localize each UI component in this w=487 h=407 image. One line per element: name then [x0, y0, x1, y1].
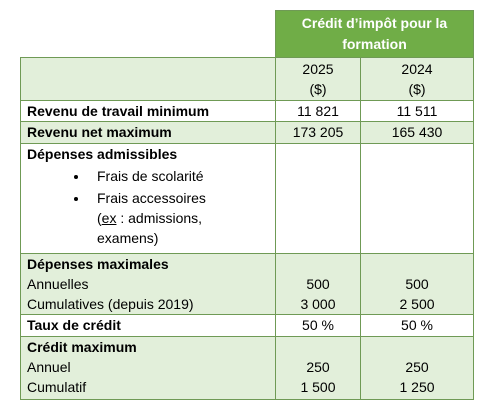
table-title: Crédit d’impôt pour la formation: [274, 10, 475, 58]
credit-table: Crédit d’impôt pour la formation 2025 ($)…: [20, 10, 475, 400]
bullet: Frais de scolarité: [89, 166, 227, 186]
row-label: Dépenses maximales: [27, 256, 169, 272]
value-cell: 500 3 000: [275, 253, 361, 315]
row-label: Dépenses admissibles: [27, 146, 178, 162]
bullet: Frais accessoires (ex : admissions, exam…: [89, 188, 227, 248]
row-label: Crédit maximum: [27, 339, 137, 355]
abbreviation: ex: [101, 210, 117, 226]
value: 500: [405, 276, 429, 292]
unit: ($): [408, 81, 426, 97]
header-row: Crédit d’impôt pour la formation: [20, 10, 475, 58]
row: Crédit maximum Annuel Cumulatif 250 1 500…: [20, 336, 475, 400]
empty-cell: [20, 57, 276, 101]
value: 250: [306, 359, 330, 375]
value-cell: 250 1 250: [359, 336, 475, 400]
empty-cell: [20, 10, 276, 58]
year-cell: 2025 ($): [275, 57, 361, 101]
value: 2 500: [399, 296, 435, 312]
value: 50 %: [275, 314, 361, 337]
unit: ($): [309, 81, 327, 97]
bullet-text: Frais accessoires: [97, 190, 206, 206]
value: 11 821: [275, 100, 361, 122]
row-label-cell: Revenu net maximum: [20, 121, 276, 144]
bullet-note: (: [97, 210, 102, 226]
bullet-list: Frais de scolarité Frais accessoires (ex…: [27, 166, 269, 248]
bullet-note: : admissions, examens): [97, 210, 203, 246]
row-label-cell: Dépenses maximales Annuelles Cumulatives…: [20, 253, 276, 315]
row-label-cell: Dépenses admissibles Frais de scolarité …: [20, 143, 276, 254]
item-label: Cumulatives (depuis 2019): [27, 296, 194, 312]
row-label: Revenu de travail minimum: [27, 103, 210, 119]
value-cell: 250 1 500: [275, 336, 361, 400]
year: 2025: [302, 61, 334, 77]
value: 250: [405, 359, 429, 375]
row-label-cell: Revenu de travail minimum: [20, 100, 276, 122]
row-label: Taux de crédit: [27, 317, 121, 333]
value: 50 %: [359, 314, 475, 337]
row: Dépenses admissibles Frais de scolarité …: [20, 143, 475, 254]
value: 165 430: [359, 121, 475, 144]
value-cell: 500 2 500: [359, 253, 475, 315]
year-row: 2025 ($) 2024 ($): [20, 57, 475, 101]
value: 500: [306, 276, 330, 292]
empty-cell: [359, 143, 475, 254]
value: 11 511: [359, 100, 475, 122]
item-label: Cumulatif: [27, 379, 87, 395]
value: 173 205: [275, 121, 361, 144]
row: Dépenses maximales Annuelles Cumulatives…: [20, 253, 475, 315]
year-cell: 2024 ($): [359, 57, 475, 101]
bullet-text: Frais de scolarité: [97, 168, 204, 184]
empty-cell: [275, 143, 361, 254]
item-label: Annuel: [27, 359, 71, 375]
value: 1 250: [399, 379, 435, 395]
row-label-cell: Taux de crédit: [20, 314, 276, 337]
row-label: Revenu net maximum: [27, 124, 172, 140]
row-label-cell: Crédit maximum Annuel Cumulatif: [20, 336, 276, 400]
item-label: Annuelles: [27, 276, 89, 292]
row: Revenu de travail minimum 11 821 11 511: [20, 100, 475, 122]
row: Revenu net maximum 173 205 165 430: [20, 121, 475, 144]
row: Taux de crédit 50 % 50 %: [20, 314, 475, 337]
value: 1 500: [300, 379, 336, 395]
value: 3 000: [300, 296, 336, 312]
year: 2024: [401, 61, 433, 77]
